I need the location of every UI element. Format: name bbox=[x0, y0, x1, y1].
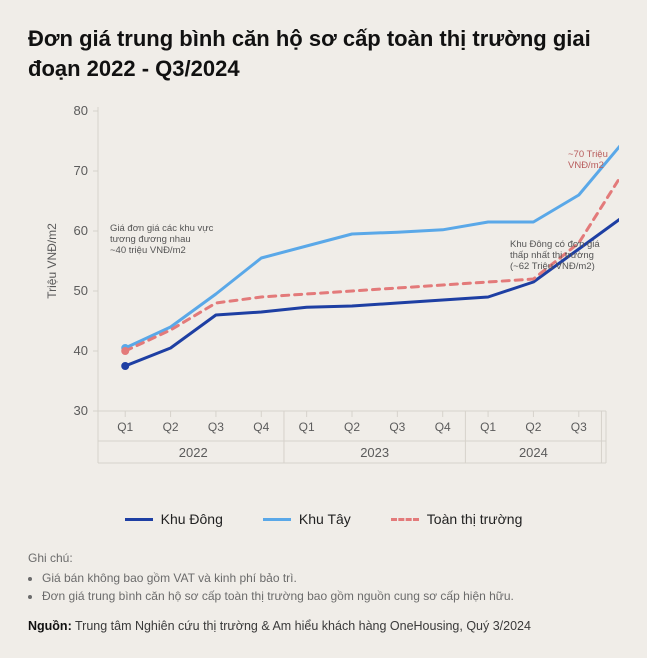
svg-text:Q2: Q2 bbox=[344, 420, 360, 434]
svg-text:Q1: Q1 bbox=[480, 420, 496, 434]
legend-item: Khu Tây bbox=[263, 511, 351, 527]
notes-item: Đơn giá trung bình căn hộ sơ cấp toàn th… bbox=[42, 587, 619, 605]
source-label: Nguồn: bbox=[28, 619, 72, 633]
legend-swatch bbox=[391, 518, 419, 521]
svg-text:30: 30 bbox=[74, 403, 88, 418]
legend: Khu Đông Khu Tây Toàn thị trường bbox=[28, 511, 619, 527]
svg-text:Q2: Q2 bbox=[163, 420, 179, 434]
notes-item: Giá bán không bao gồm VAT và kinh phí bả… bbox=[42, 569, 619, 587]
svg-text:~40 triệu VNĐ/m2: ~40 triệu VNĐ/m2 bbox=[110, 245, 186, 256]
line-chart: 30 40 50 60 70 80 Triệu VNĐ/m2 Q1 Q2 Q3 Q4 Q1 Q2 Q3 Q4… bbox=[28, 101, 619, 501]
legend-label: Khu Đông bbox=[161, 511, 223, 527]
svg-text:VNĐ/m2: VNĐ/m2 bbox=[568, 160, 604, 171]
svg-text:Giá đơn giá các khu vực: Giá đơn giá các khu vực bbox=[110, 223, 214, 234]
svg-text:Q2: Q2 bbox=[525, 420, 541, 434]
svg-text:70: 70 bbox=[74, 163, 88, 178]
svg-text:Q1: Q1 bbox=[117, 420, 133, 434]
svg-text:Q1: Q1 bbox=[299, 420, 315, 434]
svg-text:50: 50 bbox=[74, 283, 88, 298]
legend-swatch bbox=[263, 518, 291, 521]
svg-text:2022: 2022 bbox=[179, 445, 208, 460]
notes-list: Giá bán không bao gồm VAT và kinh phí bả… bbox=[28, 569, 619, 605]
chart-page: Đơn giá trung bình căn hộ sơ cấp toàn th… bbox=[0, 0, 647, 658]
svg-text:Q4: Q4 bbox=[253, 420, 269, 434]
svg-text:80: 80 bbox=[74, 103, 88, 118]
svg-text:~70 Triệu: ~70 Triệu bbox=[568, 149, 608, 160]
svg-text:40: 40 bbox=[74, 343, 88, 358]
svg-text:Q3: Q3 bbox=[208, 420, 224, 434]
source-text: Trung tâm Nghiên cứu thị trường & Am hiể… bbox=[75, 619, 531, 633]
svg-text:(~62 Triệu VNĐ/m2): (~62 Triệu VNĐ/m2) bbox=[510, 261, 595, 272]
svg-text:Khu Đông có đơn giá: Khu Đông có đơn giá bbox=[510, 239, 600, 250]
source-line: Nguồn: Trung tâm Nghiên cứu thị trường &… bbox=[28, 619, 619, 633]
legend-swatch bbox=[125, 518, 153, 521]
notes-title: Ghi chú: bbox=[28, 549, 619, 567]
svg-text:thấp nhất thị trường: thấp nhất thị trường bbox=[510, 250, 594, 261]
svg-text:Triệu VNĐ/m2: Triệu VNĐ/m2 bbox=[45, 223, 59, 299]
legend-item: Khu Đông bbox=[125, 511, 223, 527]
legend-item: Toàn thị trường bbox=[391, 511, 523, 527]
chart-title: Đơn giá trung bình căn hộ sơ cấp toàn th… bbox=[28, 24, 619, 83]
svg-text:Q3: Q3 bbox=[571, 420, 587, 434]
svg-text:2024: 2024 bbox=[519, 445, 548, 460]
svg-text:Q3: Q3 bbox=[389, 420, 405, 434]
svg-text:Q4: Q4 bbox=[435, 420, 451, 434]
svg-text:60: 60 bbox=[74, 223, 88, 238]
notes-block: Ghi chú: Giá bán không bao gồm VAT và ki… bbox=[28, 549, 619, 605]
svg-text:tương đương nhau: tương đương nhau bbox=[110, 234, 191, 245]
chart-svg: 30 40 50 60 70 80 Triệu VNĐ/m2 Q1 Q2 Q3 Q4 Q1 Q2 Q3 Q4… bbox=[28, 101, 619, 501]
legend-label: Toàn thị trường bbox=[427, 511, 523, 527]
svg-text:2023: 2023 bbox=[360, 445, 389, 460]
legend-label: Khu Tây bbox=[299, 511, 351, 527]
